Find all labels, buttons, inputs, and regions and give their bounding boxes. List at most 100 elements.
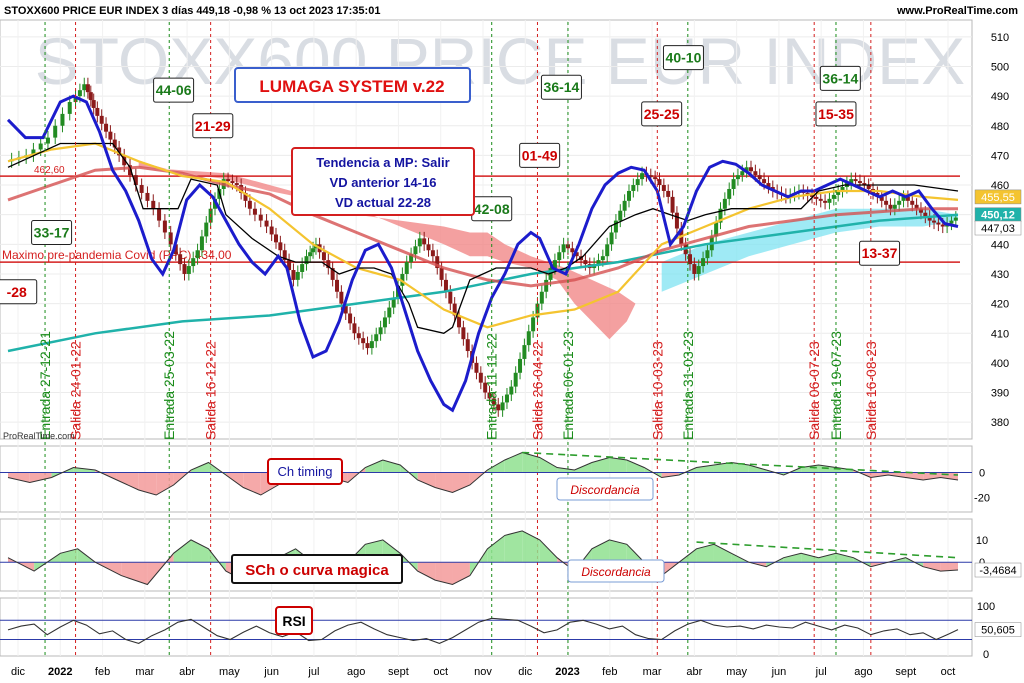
price-axis-badge (974, 220, 1022, 236)
oscillator-area (783, 553, 802, 563)
price-y-tick: 380 (991, 417, 1009, 429)
price-candle (404, 262, 409, 274)
price-candle (605, 244, 610, 257)
oscillator-line (7, 530, 959, 586)
brand-label[interactable]: www.ProRealTime.com (896, 5, 1018, 17)
price-candle (836, 190, 841, 195)
price-candle (953, 217, 958, 221)
price-candle (95, 107, 100, 116)
score-box (192, 113, 234, 139)
price-candle (168, 232, 173, 245)
price-candle (108, 131, 113, 140)
price-candle (949, 220, 954, 224)
oscillator-area (365, 460, 383, 473)
credit-label: ProRealTime.com (3, 431, 75, 441)
oscillator-area (417, 562, 436, 581)
price-candle (927, 216, 932, 221)
oscillator-area (116, 472, 139, 490)
price-candle (613, 220, 618, 233)
signal-label-exit: Salida 10-03-23 (649, 341, 665, 440)
oscillator-area (539, 457, 558, 473)
x-axis-label: dic (518, 666, 533, 678)
oscillator-area (522, 452, 540, 473)
price-candle (853, 179, 858, 182)
sch-value-badge (974, 562, 1022, 578)
price-candle (369, 341, 374, 349)
price-candle (897, 200, 902, 205)
price-candle (330, 268, 335, 280)
signal-label-entry: Entrada 19-07-23 (828, 331, 844, 440)
price-candle (252, 208, 257, 215)
score-box-label: 40-10 (666, 50, 702, 66)
oscillator-area (156, 472, 174, 495)
price-candle (687, 254, 692, 265)
signal-label-entry: Entrada 31-03-23 (680, 331, 696, 440)
oscillator-area (609, 539, 627, 563)
price-candle (923, 212, 928, 217)
signal-label-entry: Entrada 25-03-22 (161, 331, 177, 440)
price-candle (561, 244, 566, 253)
price-candle (661, 185, 666, 191)
score-box-label: 25-25 (644, 106, 680, 122)
price-candle (735, 175, 740, 180)
price-candle (766, 183, 771, 188)
price-candle (173, 244, 178, 255)
price-candle (749, 167, 754, 172)
price-candle (104, 123, 109, 132)
x-axis-label: may (219, 666, 240, 678)
rsi-title: RSI (282, 613, 305, 629)
oscillator-area (8, 472, 30, 483)
score-box-label: 13-37 (862, 245, 898, 261)
price-candle (204, 222, 209, 237)
price-candle (38, 143, 43, 150)
price-candle (884, 200, 889, 205)
price-candle (374, 334, 379, 342)
rsi-panel-frame (0, 597, 973, 657)
oscillator-area (696, 544, 714, 563)
oscillator-area (557, 467, 575, 473)
price-candle (526, 331, 531, 346)
price-panel-frame (0, 19, 973, 440)
price-candle (145, 192, 150, 201)
price-candle (378, 327, 383, 335)
oscillator-area (818, 553, 836, 563)
x-axis-label: oct (433, 666, 448, 678)
price-candle (243, 192, 248, 201)
system-title: LUMAGA SYSTEM v.22 (259, 77, 444, 96)
oscillator-area (225, 472, 244, 488)
oscillator-area (435, 472, 453, 493)
price-candle (596, 260, 601, 265)
price-candle (348, 313, 353, 324)
price-candle (522, 345, 527, 359)
x-axis-label: 2023 (555, 666, 579, 678)
price-candle (705, 250, 710, 259)
x-axis-label: dic (11, 666, 26, 678)
price-candle (199, 236, 204, 251)
x-axis-label: ago (347, 666, 365, 678)
oscillator-area (905, 472, 924, 480)
oscillator-area (940, 562, 958, 572)
price-axis-label: 455,55 (981, 192, 1015, 204)
price-candle (666, 190, 671, 197)
oscillator-y-tick: 0 (979, 468, 985, 480)
x-axis-label: jul (815, 666, 827, 678)
oscillator-area (574, 462, 592, 473)
score-box-label: 01-49 (522, 147, 558, 163)
price-candle (361, 338, 366, 344)
divergence-line (522, 451, 959, 476)
price-candle (539, 291, 544, 304)
price-candle (701, 258, 706, 267)
oscillator-area (609, 457, 627, 473)
oscillator-area (417, 472, 436, 488)
price-candle (339, 291, 344, 304)
price-y-tick: 500 (991, 61, 1009, 73)
price-candle (531, 317, 536, 332)
oscillator-area (487, 460, 505, 473)
horizontal-level-label: 462,60 (34, 165, 65, 176)
signal-label-exit: Salida 24-01-22 (68, 341, 84, 440)
rsi-y-tick: 100 (977, 601, 995, 613)
price-candle (304, 256, 309, 265)
price-candle (195, 250, 200, 259)
price-candle (674, 212, 679, 229)
